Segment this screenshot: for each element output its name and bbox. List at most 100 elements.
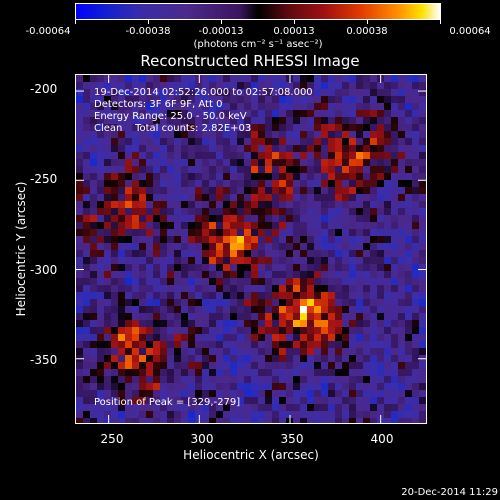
heatmap-cell [356,341,363,348]
heatmap-cell [132,327,139,334]
heatmap-cell [356,208,363,215]
heatmap-cell [174,208,181,215]
heatmap-cell [391,180,398,187]
heatmap-cell [181,264,188,271]
heatmap-cell [132,404,139,411]
heatmap-cell [349,208,356,215]
heatmap-cell [258,404,265,411]
heatmap-cell [384,173,391,180]
heatmap-cell [363,250,370,257]
heatmap-cell [244,411,251,418]
heatmap-cell [188,418,195,423]
heatmap-cell [104,152,111,159]
heatmap-cell [209,152,216,159]
heatmap-cell [174,215,181,222]
heatmap-cell [223,264,230,271]
heatmap-cell [356,180,363,187]
heatmap-cell [405,75,412,82]
heatmap-cell [90,117,97,124]
heatmap-cell [272,341,279,348]
heatmap-cell [104,264,111,271]
heatmap-cell [97,418,104,423]
heatmap-cell [230,173,237,180]
heatmap-cell [279,152,286,159]
heatmap-cell [335,383,342,390]
heatmap-cell [342,376,349,383]
heatmap-cell [307,194,314,201]
heatmap-cell [377,89,384,96]
heatmap-cell [195,278,202,285]
heatmap-cell [111,229,118,236]
heatmap-cell [398,299,405,306]
heatmap-cell [314,89,321,96]
heatmap-cell [363,138,370,145]
heatmap-cell [153,313,160,320]
heatmap-cell [90,152,97,159]
heatmap-cell [300,152,307,159]
heatmap-cell [286,236,293,243]
heatmap-cell [76,285,83,292]
heatmap-cell [188,243,195,250]
heatmap-cell [111,383,118,390]
heatmap-cell [398,376,405,383]
heatmap-cell [181,82,188,89]
heatmap-cell [104,201,111,208]
heatmap-cell [167,243,174,250]
heatmap-cell [370,145,377,152]
heatmap-cell [104,355,111,362]
heatmap-cell [300,89,307,96]
heatmap-cell [349,390,356,397]
heatmap-cell [209,194,216,201]
heatmap-cell [188,376,195,383]
heatmap-cell [272,152,279,159]
heatmap-cell [335,313,342,320]
heatmap-cell [335,117,342,124]
heatmap-cell [321,243,328,250]
heatmap-cell [202,341,209,348]
heatmap-cell [398,362,405,369]
heatmap-cell [398,313,405,320]
heatmap-cell [111,166,118,173]
heatmap-cell [293,285,300,292]
heatmap-cell [132,306,139,313]
heatmap-cell [321,236,328,243]
heatmap-cell [391,369,398,376]
heatmap-cell [104,194,111,201]
heatmap-cell [181,257,188,264]
heatmap-cell [160,145,167,152]
heatmap-cell [272,278,279,285]
heatmap-cell [132,292,139,299]
heatmap-cell [111,138,118,145]
heatmap-cell [230,229,237,236]
heatmap-cell [97,383,104,390]
heatmap-cell [90,250,97,257]
heatmap-cell [391,187,398,194]
heatmap-cell [384,278,391,285]
heatmap-cell [370,327,377,334]
heatmap-cell [293,320,300,327]
heatmap-cell [111,117,118,124]
heatmap-cell [244,215,251,222]
heatmap-cell [146,320,153,327]
heatmap-cell [258,376,265,383]
heatmap-cell [349,180,356,187]
heatmap-cell [90,327,97,334]
heatmap-cell [90,187,97,194]
heatmap-cell [293,264,300,271]
heatmap-cell [146,285,153,292]
heatmap-cell [265,89,272,96]
heatmap-cell [272,75,279,82]
heatmap-cell [230,194,237,201]
heatmap-cell [363,187,370,194]
heatmap-cell [104,243,111,250]
heatmap-cell [244,229,251,236]
heatmap-cell [370,236,377,243]
heatmap-cell [300,250,307,257]
heatmap-cell [97,313,104,320]
heatmap-cell [223,306,230,313]
heatmap-cell [412,159,419,166]
heatmap-cell [314,285,321,292]
heatmap-cell [209,418,216,423]
heatmap-cell [405,236,412,243]
heatmap-cell [125,124,132,131]
